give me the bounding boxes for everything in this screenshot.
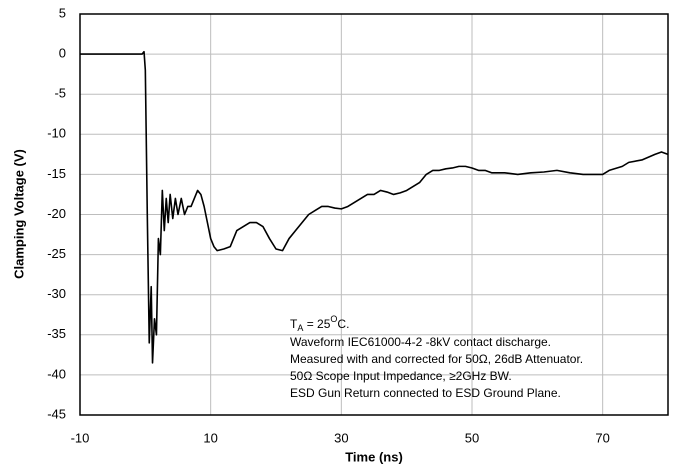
y-tick-label: -20: [47, 206, 66, 221]
x-tick-label: 30: [334, 430, 348, 445]
y-tick-label: -15: [47, 166, 66, 181]
plot-border: [79, 13, 669, 416]
annotation: ESD Gun Return connected to ESD Ground P…: [290, 386, 561, 400]
y-tick-label: 5: [59, 5, 66, 20]
annotation-part: O: [330, 314, 337, 324]
x-tick-label: -10: [71, 430, 90, 445]
x-tick-label: 10: [203, 430, 217, 445]
annotation: 50Ω Scope Input Impedance, ≥2GHz BW.: [290, 369, 512, 383]
y-tick-label: -35: [47, 326, 66, 341]
x-tick-label: 70: [595, 430, 609, 445]
annotation-part: T: [290, 317, 298, 331]
y-axis-label: Clamping Voltage (V): [11, 149, 26, 279]
x-tick-label: 50: [465, 430, 479, 445]
waveform-line: [80, 50, 669, 364]
y-tick-label: -25: [47, 246, 66, 261]
y-tick-label: -40: [47, 366, 66, 381]
annotation: Measured with and corrected for 50Ω, 26d…: [290, 352, 583, 366]
y-tick-label: -10: [47, 126, 66, 141]
annotation-part: C.: [337, 317, 349, 331]
annotation: Waveform IEC61000-4-2 -8kV contact disch…: [290, 335, 551, 349]
annotation-part: A: [297, 323, 303, 333]
y-tick-label: -45: [47, 406, 66, 421]
annotation-part: = 25: [303, 317, 330, 331]
annotation: TA = 25OC.: [290, 314, 349, 333]
y-tick-label: -30: [47, 286, 66, 301]
y-tick-label: 0: [59, 46, 66, 61]
x-axis-label: Time (ns): [345, 449, 403, 464]
y-tick-label: -5: [54, 86, 66, 101]
